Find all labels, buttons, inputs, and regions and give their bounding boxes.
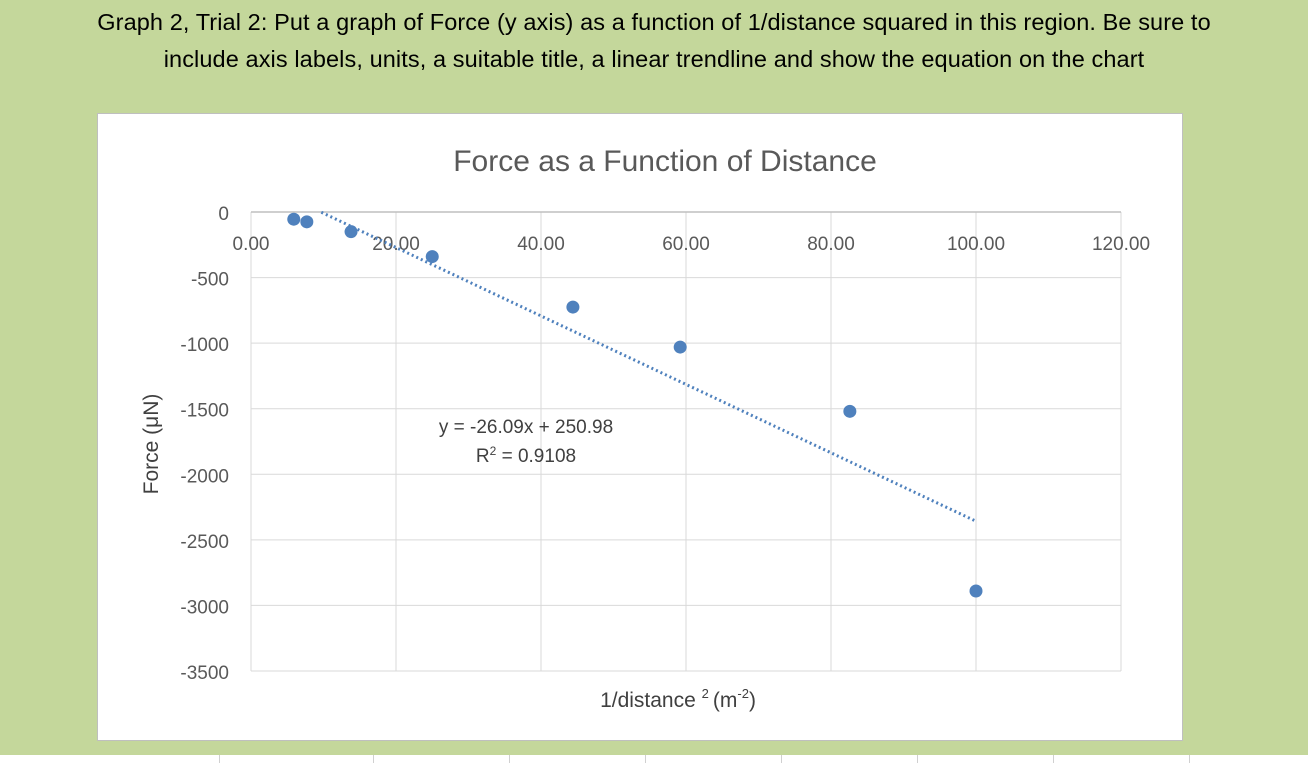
y-tick-label: -1000 — [180, 335, 229, 356]
x-axis-label-unit-superscript: -2 — [737, 686, 749, 701]
trendline-equation: y = -26.09x + 250.98 — [439, 417, 613, 438]
y-tick-label: -2000 — [180, 466, 229, 487]
column-divider — [1053, 755, 1054, 763]
y-tick-label: -500 — [191, 270, 229, 291]
y-tick-label: -3500 — [180, 663, 229, 684]
instructions-text: Graph 2, Trial 2: Put a graph of Force (… — [20, 4, 1288, 78]
column-divider — [1189, 755, 1190, 763]
y-tick-label: 0 — [218, 204, 229, 225]
x-axis-ticks: 0.00 20.00 40.00 60.00 80.00 100.00 120.00 — [233, 234, 1151, 255]
y-tick-label: -3000 — [180, 597, 229, 618]
y-axis-label: Force (μN) — [140, 394, 163, 495]
x-axis-label-unit-close: ) — [749, 689, 756, 712]
data-point — [843, 404, 857, 418]
data-points — [287, 212, 983, 598]
data-point — [673, 340, 687, 354]
spreadsheet-row-strip — [0, 755, 1308, 763]
trendline-r-squared: R2 = 0.9108 — [476, 444, 576, 467]
instructions-line-1: Graph 2, Trial 2: Put a graph of Force (… — [97, 9, 1211, 35]
x-tick-label: 80.00 — [807, 234, 855, 255]
data-point — [566, 300, 580, 314]
r2-superscript: 2 — [490, 444, 497, 458]
column-divider — [219, 755, 220, 763]
chart-title: Force as a Function of Distance — [453, 145, 877, 178]
data-point — [287, 212, 301, 226]
data-point — [969, 584, 983, 598]
x-axis-label-main: 1/distance — [600, 689, 696, 712]
grid — [250, 211, 1122, 672]
column-divider — [645, 755, 646, 763]
chart-area[interactable]: Force as a Function of Distance 0 -500 -10… — [97, 113, 1183, 741]
x-tick-label: 20.00 — [372, 234, 420, 255]
y-axis-ticks: 0 -500 -1000 -1500 -2000 -2500 -3000 -3500 — [180, 204, 229, 684]
column-divider — [373, 755, 374, 763]
x-tick-label: 100.00 — [947, 234, 1005, 255]
y-tick-label: -1500 — [180, 401, 229, 422]
x-tick-label: 0.00 — [233, 234, 270, 255]
column-divider — [781, 755, 782, 763]
x-axis-label: 1/distance 2 (m-2) — [600, 686, 756, 712]
data-point — [344, 225, 358, 239]
x-axis-label-superscript: 2 — [702, 686, 709, 701]
trendline — [320, 210, 977, 523]
r2-prefix: R — [476, 446, 490, 467]
instructions-line-2: include axis labels, units, a suitable t… — [163, 46, 1145, 72]
x-tick-label: 40.00 — [517, 234, 565, 255]
y-tick-label: -2500 — [180, 532, 229, 553]
column-divider — [917, 755, 918, 763]
x-axis-label-unit-open: (m — [713, 689, 738, 712]
data-point — [300, 215, 314, 229]
scatter-chart: Force as a Function of Distance 0 -500 -10… — [140, 145, 1151, 712]
column-divider — [509, 755, 510, 763]
trendline-layer — [320, 210, 977, 523]
x-tick-label: 120.00 — [1092, 234, 1150, 255]
x-tick-label: 60.00 — [662, 234, 710, 255]
data-point — [425, 250, 439, 264]
r2-value: = 0.9108 — [496, 446, 576, 467]
